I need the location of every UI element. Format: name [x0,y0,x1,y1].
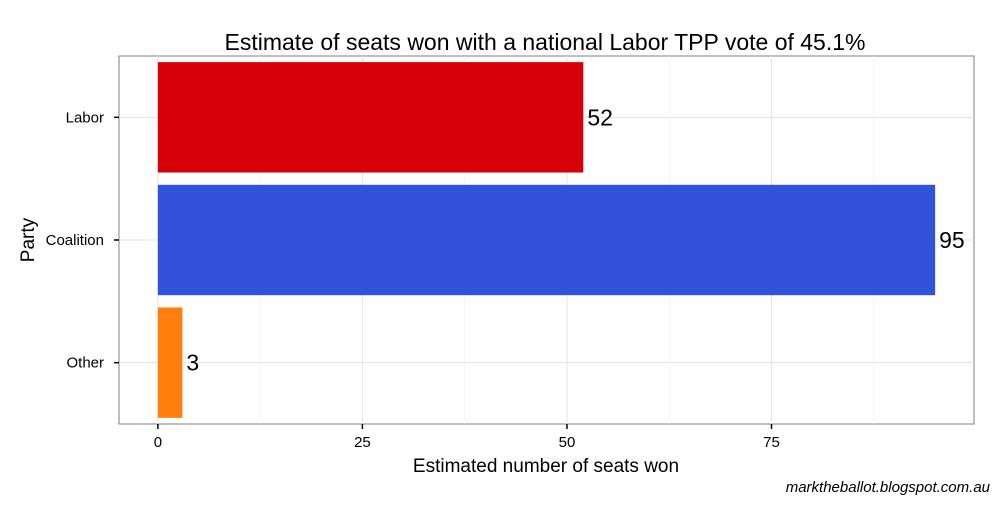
x-tick-label: 25 [354,434,371,451]
data-labels: 52 95 3 [186,104,964,375]
x-axis-title: Estimated number of seats won [413,456,679,477]
y-tick-label-coalition: Coalition [46,232,104,249]
data-label-other: 3 [186,350,199,376]
x-tick-label: 75 [763,434,780,451]
y-tick-label-labor: Labor [66,109,104,126]
x-tick-label: 50 [559,434,576,451]
bar-other [157,307,183,418]
source-credit: marktheballot.blogspot.com.au [785,479,990,496]
bar-coalition [157,184,936,296]
y-tick-label-other: Other [66,355,104,372]
y-axis-title: Party [18,217,39,262]
data-label-coalition: 95 [939,227,965,253]
x-axis: 0 25 50 75 [154,424,780,451]
y-axis: Labor Coalition Other [46,109,119,372]
bars [157,62,936,418]
data-label-labor: 52 [587,104,613,130]
chart-title: Estimate of seats won with a national La… [225,29,866,55]
bar-labor [157,62,584,173]
x-tick-label: 0 [154,434,162,451]
